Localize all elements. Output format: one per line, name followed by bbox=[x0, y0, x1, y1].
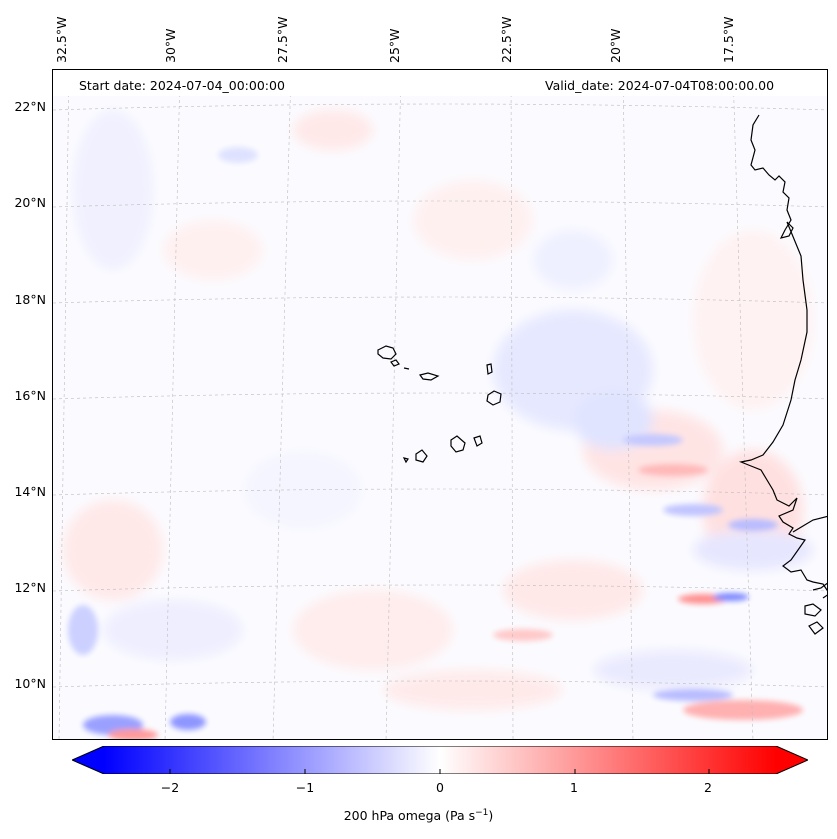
header-bar bbox=[53, 70, 827, 96]
lon-label-20w: 20°W bbox=[608, 28, 623, 63]
omega-field-broad bbox=[63, 110, 813, 710]
lat-label-10n: 10°N bbox=[14, 676, 46, 691]
start-date-label: Start date: 2024-07-04_00:00:00 bbox=[79, 78, 285, 93]
lat-label-16n: 16°N bbox=[14, 388, 46, 403]
omega-field-map bbox=[53, 70, 827, 739]
lon-label-27-5w: 27.5°W bbox=[275, 16, 290, 63]
lon-label-17-5w: 17.5°W bbox=[721, 16, 736, 63]
gridlines bbox=[53, 70, 827, 739]
omega-field-strong bbox=[68, 147, 803, 739]
valid-date-label: Valid_date: 2024-07-04T08:00:00.00 bbox=[545, 78, 775, 93]
lon-label-22-5w: 22.5°W bbox=[499, 16, 514, 63]
africa-coastline bbox=[738, 114, 827, 635]
lon-label-25w: 25°W bbox=[387, 28, 402, 63]
cape-verde-islands bbox=[377, 345, 502, 464]
lon-label-30w: 30°W bbox=[163, 28, 178, 63]
colorbar-label-exponent: −1 bbox=[475, 808, 489, 818]
map-panel[interactable] bbox=[52, 69, 828, 740]
colorbar bbox=[72, 746, 808, 774]
colorbar-extend-high bbox=[776, 746, 808, 774]
lat-label-18n: 18°N bbox=[14, 292, 46, 307]
cb-tick-2: 2 bbox=[704, 780, 712, 795]
lat-label-12n: 12°N bbox=[14, 580, 46, 595]
cb-tick-0: 0 bbox=[436, 780, 444, 795]
colorbar-label-text: 200 hPa omega (Pa s bbox=[343, 808, 476, 824]
colorbar-label-close: ) bbox=[488, 808, 494, 824]
cb-tick-1: 1 bbox=[570, 780, 578, 795]
lon-label-32-5w: 32.5°W bbox=[54, 16, 69, 63]
lat-label-14n: 14°N bbox=[14, 484, 46, 499]
cb-tick-m1: −1 bbox=[295, 780, 315, 795]
colorbar-label: 200 hPa omega (Pa s−1) bbox=[0, 808, 837, 823]
lat-label-20n: 20°N bbox=[14, 195, 46, 210]
colorbar-extend-low bbox=[72, 746, 104, 774]
cb-tick-m2: −2 bbox=[160, 780, 180, 795]
lat-label-22n: 22°N bbox=[14, 99, 46, 114]
